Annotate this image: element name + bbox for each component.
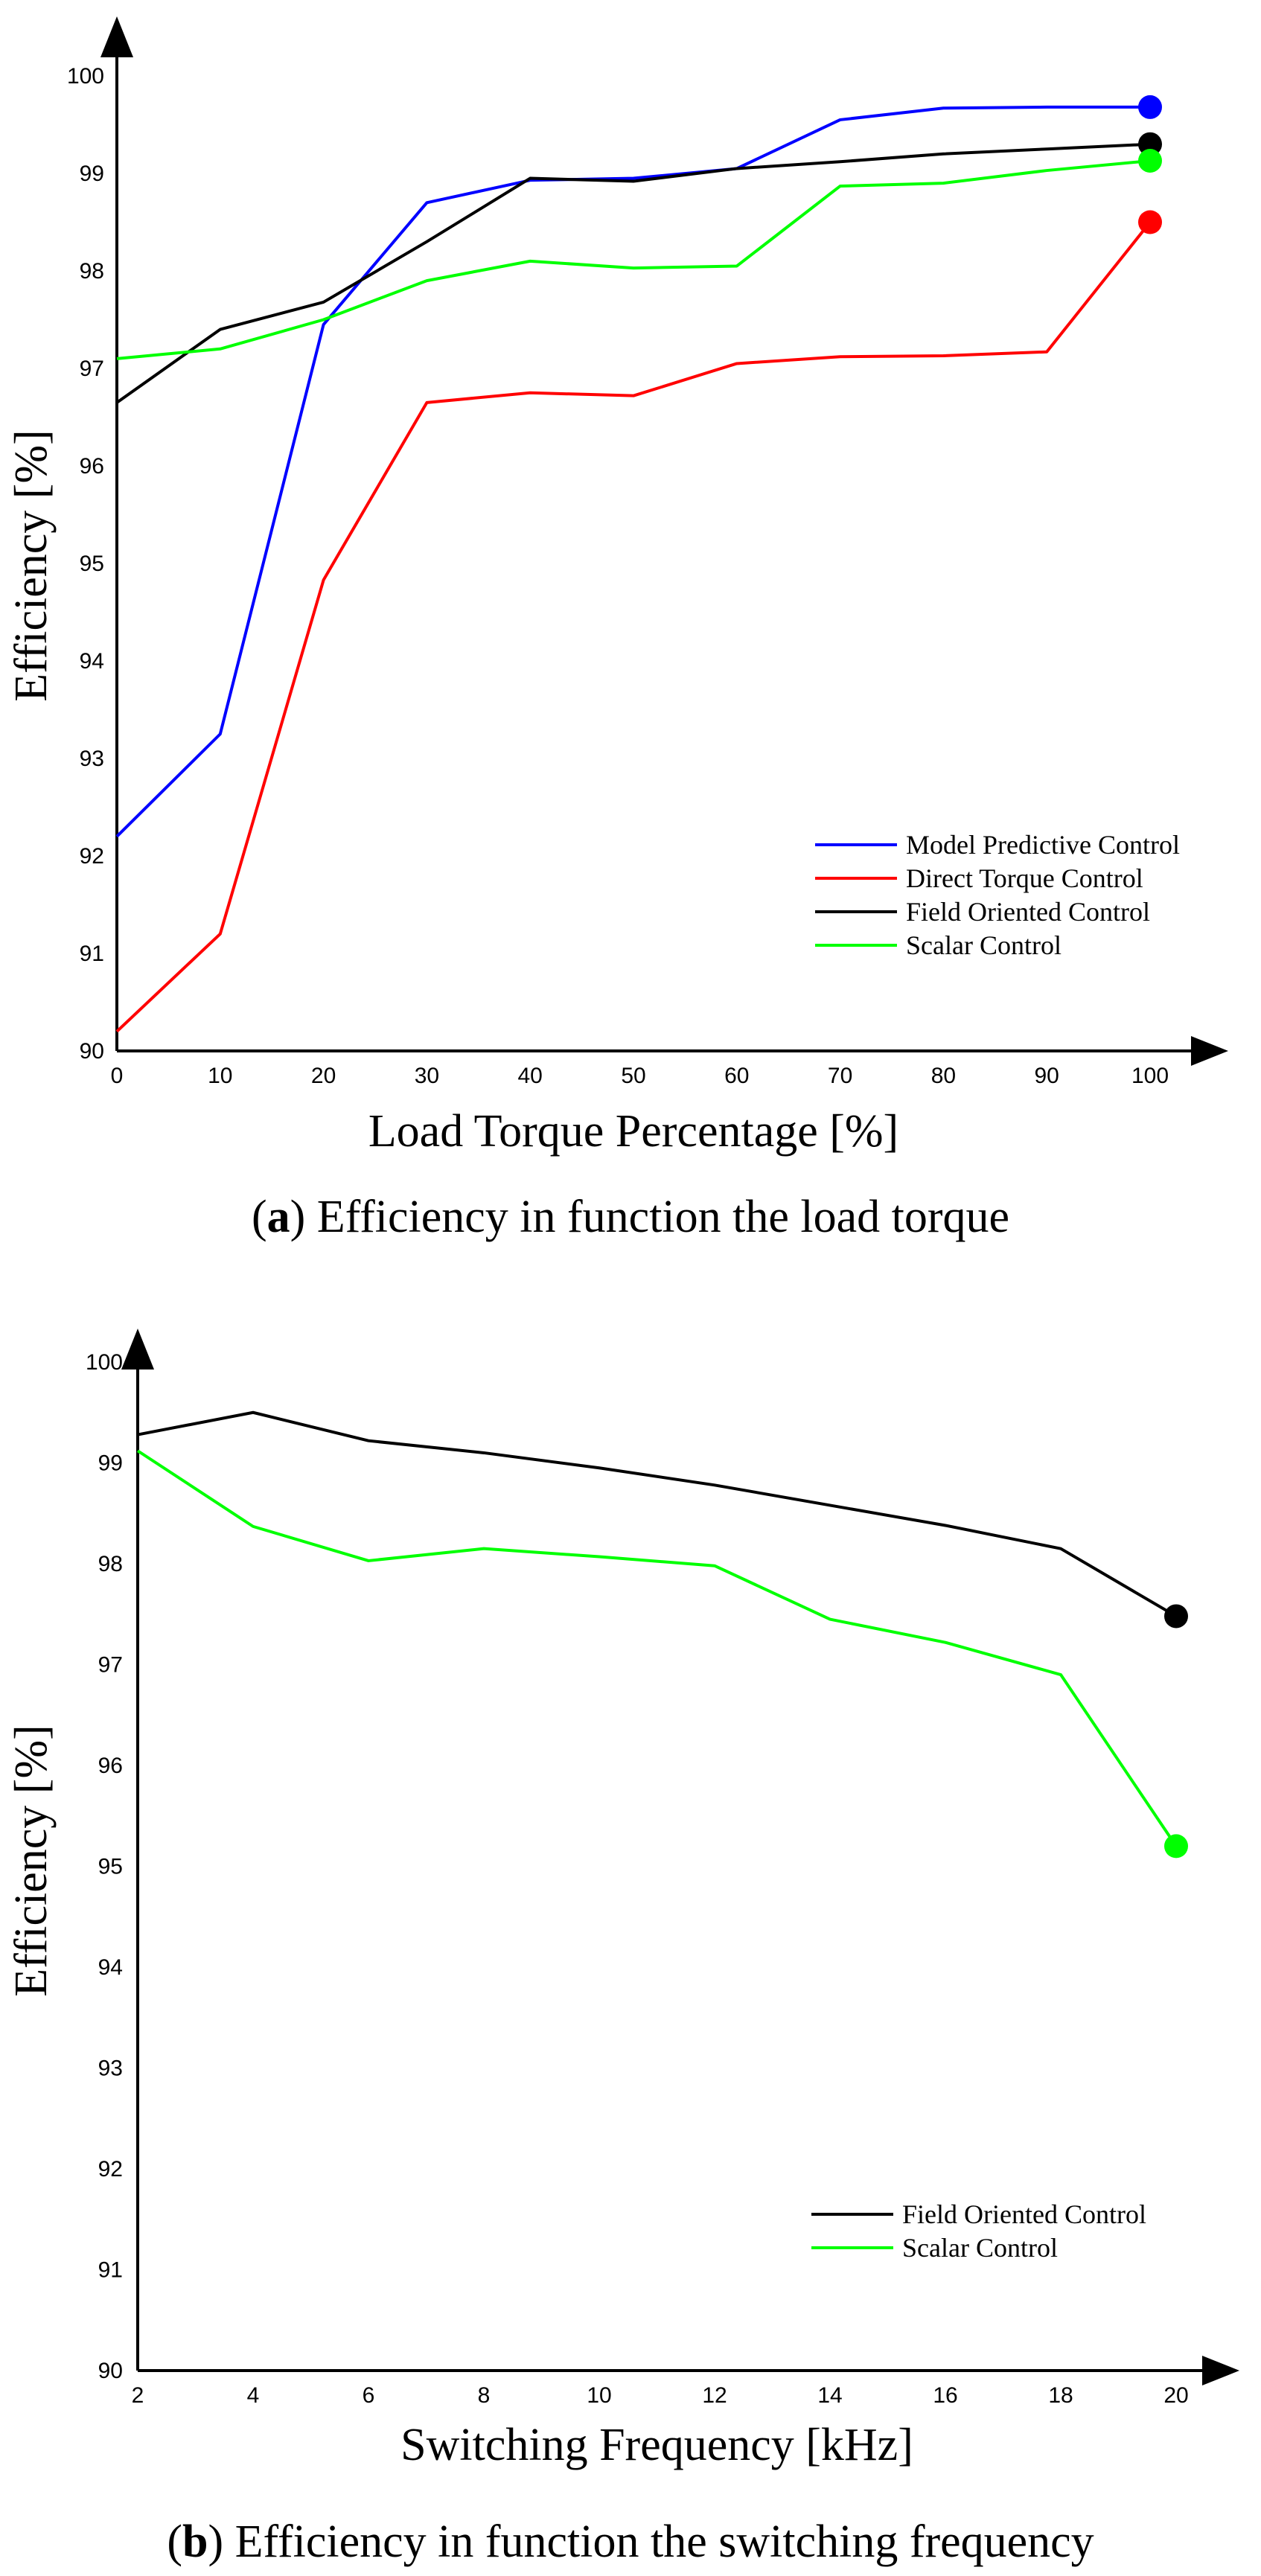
x-tick-label: 20 [311,1064,336,1088]
y-axis-arrow [121,1329,154,1370]
series-line [116,159,1151,360]
y-axis-label: Efficiency [%] [6,1725,57,1997]
y-tick-label: 94 [80,649,104,674]
x-tick-label: 30 [415,1064,439,1088]
x-tick-label: 50 [621,1064,645,1088]
y-tick-label: 93 [98,2056,123,2081]
x-tick-label: 14 [817,2383,842,2408]
x-tick-label: 60 [724,1064,749,1088]
y-tick-label: 92 [80,844,104,869]
series-line [136,1449,1178,1847]
y-tick-label: 92 [98,2157,123,2182]
y-tick-label: 99 [80,162,104,186]
legend-label: Field Oriented Control [906,897,1150,927]
x-tick-label: 0 [111,1064,124,1088]
series-endpoint-marker [1164,1834,1188,1859]
y-tick-label: 93 [80,747,104,771]
x-tick-label: 80 [931,1064,956,1088]
y-tick-label: 91 [80,942,104,966]
y-tick-label: 96 [98,1754,123,1778]
y-tick-label: 91 [98,2258,123,2283]
x-tick-label: 4 [247,2383,260,2408]
series-endpoint-marker [1138,132,1162,156]
x-tick-label: 10 [208,1064,232,1088]
x-tick-label: 16 [933,2383,957,2408]
x-tick-label: 12 [702,2383,727,2408]
y-tick-label: 98 [98,1552,123,1576]
y-tick-label: 95 [98,1855,123,1879]
figure-caption: (b) Efficiency in function the switching… [167,2516,1094,2567]
y-tick-label: 98 [80,259,104,284]
x-tick-label: 40 [518,1064,543,1088]
x-tick-label: 70 [828,1064,852,1088]
chart-panel-a: 0 10 20 30 40 50 60 70 80 90 100 90 91 92 93 94 95 96 97 98… [6,16,1228,1242]
series-endpoint-marker [1138,95,1162,119]
x-tick-label: 10 [587,2383,611,2408]
chart-panel-b: 2 4 6 8 10 12 14 16 18 20 90 91 92 93 94 95 96 97 98 99 100 S… [6,1329,1239,2567]
x-axis-label: Switching Frequency [kHz] [400,2420,913,2470]
y-tick-label: 97 [98,1653,123,1678]
x-axis-arrow [1202,2356,1239,2385]
x-axis-label: Load Torque Percentage [%] [368,1106,898,1157]
y-tick-label: 90 [98,2359,123,2383]
x-tick-label: 90 [1035,1064,1059,1088]
y-axis-label: Efficiency [%] [6,429,57,702]
y-tick-label: 100 [67,64,104,89]
y-tick-label: 95 [80,552,104,576]
x-tick-label: 2 [132,2383,144,2408]
y-tick-label: 96 [80,454,104,479]
legend-label: Direct Torque Control [906,863,1143,893]
x-axis-arrow [1191,1036,1228,1066]
figure-caption: (a) Efficiency in function the load torq… [252,1192,1009,1242]
series-endpoint-marker [1138,148,1162,173]
y-tick-label: 94 [98,1955,123,1980]
x-tick-label: 18 [1048,2383,1073,2408]
x-tick-label: 6 [363,2383,375,2408]
legend-label: Scalar Control [902,2233,1058,2263]
y-axis-arrow [100,16,133,57]
series-endpoint-marker [1164,1604,1188,1629]
y-tick-label: 97 [80,357,104,381]
x-tick-label: 8 [478,2383,491,2408]
y-tick-label: 99 [98,1451,123,1476]
series-line [137,1410,1178,1618]
x-tick-label: 100 [1131,1064,1169,1088]
series-line [115,142,1151,404]
legend-label: Field Oriented Control [902,2199,1146,2229]
legend-label: Scalar Control [906,930,1062,960]
x-tick-label: 20 [1163,2383,1188,2408]
legend-label: Model Predictive Control [906,830,1180,860]
series-line [115,221,1152,1033]
y-tick-label: 90 [80,1039,104,1064]
series-line [115,105,1150,838]
series-endpoint-marker [1138,210,1162,234]
y-tick-label: 100 [86,1350,123,1375]
